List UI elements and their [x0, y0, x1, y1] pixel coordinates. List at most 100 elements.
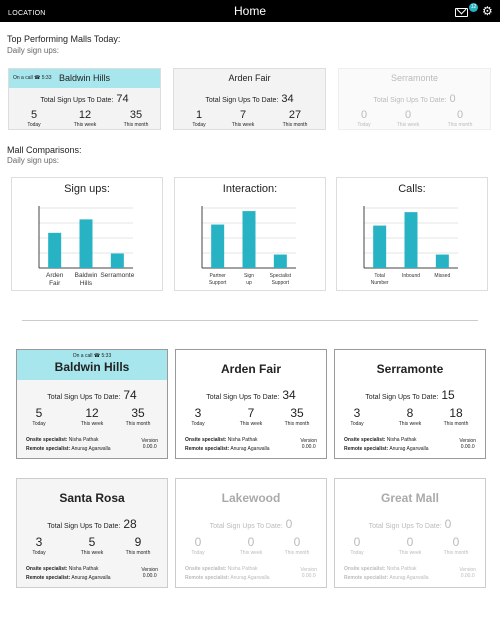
tick-label: Inbound [402, 273, 420, 279]
tick-label: Partner Support [209, 273, 227, 286]
mall-card[interactable]: Lakewood Total Sign Ups To Date: 0 0 Today 0 T… [175, 478, 327, 588]
version-info: Version 0.00.0 [459, 438, 476, 450]
stat-week: 5 This week [80, 535, 104, 556]
top-mall-card[interactable]: Baldwin Hills On a call ☎ 5:33 Total Sig… [8, 68, 161, 130]
stat-month: 35 This month [284, 406, 310, 427]
stat-month: 0 This month [284, 535, 310, 556]
tick-label: Specialist Support [270, 273, 292, 286]
chart-svg: Partner Support Sign up Specialist Support [201, 206, 296, 286]
bar [48, 232, 62, 268]
stat-month: 27 This month [282, 109, 308, 128]
total-signups: Total Sign Ups To Date: 15 [365, 388, 455, 402]
gear-icon[interactable]: ⚙ [482, 4, 493, 18]
bar [242, 211, 256, 268]
remote-specialist: Remote specialist: Anurag Agarwalla [344, 446, 429, 452]
stat-today: 3 Today [191, 406, 205, 427]
mall-name: Great Mall [380, 491, 440, 505]
top-malls-title: Top Performing Malls Today: [7, 34, 121, 44]
total-signups: Total Sign Ups To Date: 34 [205, 93, 294, 105]
on-call-status: On a call ☎ 5:33 [72, 353, 112, 359]
stat-today: 0 Today [191, 535, 205, 556]
bar [404, 212, 418, 268]
comparisons-title: Mall Comparisons: [7, 145, 82, 155]
stat-month: 35 This month [125, 406, 151, 427]
bar [211, 224, 225, 268]
version-info: Version 0.00.0 [459, 567, 476, 579]
tick-label: Arden Fair [46, 272, 64, 287]
total-signups: Total Sign Ups To Date: 74 [47, 388, 137, 402]
mall-card[interactable]: Serramonte Total Sign Ups To Date: 15 3 Toda… [334, 349, 486, 459]
onsite-specialist: Onsite specialist: Nisha Pathak [26, 566, 99, 572]
mall-name: Baldwin Hills [17, 350, 167, 380]
mall-card[interactable]: Santa Rosa Total Sign Ups To Date: 28 3 Toda… [16, 478, 168, 588]
chart-title: Sign ups: [64, 183, 110, 195]
tick-label: Baldwin Hills [75, 272, 98, 287]
onsite-specialist: Onsite specialist: Nisha Pathak [185, 437, 258, 443]
chart-interaction: Interaction: Partner Support Sign up Special… [174, 177, 326, 291]
stat-week: 12 This week [73, 109, 97, 128]
notification-badge: 12 [469, 3, 478, 12]
mall-card[interactable]: Great Mall Total Sign Ups To Date: 0 0 Today… [334, 478, 486, 588]
comparisons-subtitle: Daily sign ups: [7, 156, 60, 165]
total-signups: Total Sign Ups To Date: 0 [373, 93, 456, 105]
version-info: Version 0.00.0 [300, 438, 317, 450]
top-mall-card[interactable]: Arden Fair Total Sign Ups To Date: 34 1 To… [173, 68, 326, 130]
stat-week: 0 This week [239, 535, 263, 556]
onsite-specialist: Onsite specialist: Nisha Pathak [185, 566, 258, 572]
chart-title: Calls: [398, 183, 426, 195]
tick-label: Missed [434, 273, 450, 279]
top-bar: LOCATION Home 12 ⚙ [0, 0, 500, 22]
stat-today: 0 Today [357, 109, 371, 128]
remote-specialist: Remote specialist: Anurag Agarwalla [344, 575, 429, 581]
onsite-specialist: Onsite specialist: Nisha Pathak [26, 437, 99, 443]
bar [110, 253, 124, 268]
stat-today: 0 Today [350, 535, 364, 556]
version-info: Version 0.00.0 [300, 567, 317, 579]
top-mall-card[interactable]: Serramonte Total Sign Ups To Date: 0 0 Tod… [338, 68, 491, 130]
bar [79, 219, 93, 268]
stat-today: 5 Today [27, 109, 41, 128]
section-divider [22, 320, 478, 321]
stat-month: 35 This month [123, 109, 149, 128]
mall-name: Serramonte [376, 362, 444, 376]
stat-month: 9 This month [125, 535, 151, 556]
stat-week: 7 This week [239, 406, 263, 427]
page-title: Home [233, 4, 266, 18]
remote-specialist: Remote specialist: Anurag Agarwalla [26, 446, 111, 452]
mall-name: Serramonte [390, 73, 439, 83]
bar [373, 225, 387, 268]
on-call-status: On a call ☎ 5:33 [13, 75, 52, 81]
mall-name: Baldwin Hills [9, 69, 160, 88]
bar [435, 254, 449, 268]
tick-label: Sign up [244, 273, 254, 286]
stat-today: 5 Today [32, 406, 46, 427]
mall-card[interactable]: Arden Fair Total Sign Ups To Date: 34 3 Toda… [175, 349, 327, 459]
top-malls-subtitle: Daily sign ups: [7, 46, 60, 55]
tick-label: Serramonte [100, 272, 134, 279]
stat-month: 0 This month [443, 535, 469, 556]
chart-title: Interaction: [222, 183, 278, 195]
stat-week: 0 This week [396, 109, 420, 128]
stat-week: 12 This week [80, 406, 104, 427]
mall-name: Lakewood [221, 491, 281, 505]
onsite-specialist: Onsite specialist: Nisha Pathak [344, 437, 417, 443]
total-signups: Total Sign Ups To Date: 74 [40, 93, 129, 105]
mail-icon[interactable] [455, 8, 468, 17]
mall-name: Arden Fair [220, 362, 281, 376]
stat-week: 8 This week [398, 406, 422, 427]
stat-week: 0 This week [398, 535, 422, 556]
stat-today: 1 Today [192, 109, 206, 128]
version-info: Version 0.00.0 [141, 438, 158, 450]
stat-month: 0 This month [447, 109, 473, 128]
mall-card[interactable]: Baldwin Hills On a call ☎ 5:33 Total Sign … [16, 349, 168, 459]
chart-calls: Calls: Total Number Inbound Missed [336, 177, 488, 291]
location-label[interactable]: LOCATION [8, 10, 46, 17]
total-signups: Total Sign Ups To Date: 34 [206, 388, 296, 402]
stat-month: 18 This month [443, 406, 469, 427]
mall-name: Santa Rosa [59, 491, 125, 505]
stat-today: 3 Today [32, 535, 46, 556]
chart-svg: Total Number Inbound Missed [363, 206, 458, 286]
total-signups: Total Sign Ups To Date: 28 [47, 517, 137, 531]
tick-label: Total Number [371, 273, 389, 286]
